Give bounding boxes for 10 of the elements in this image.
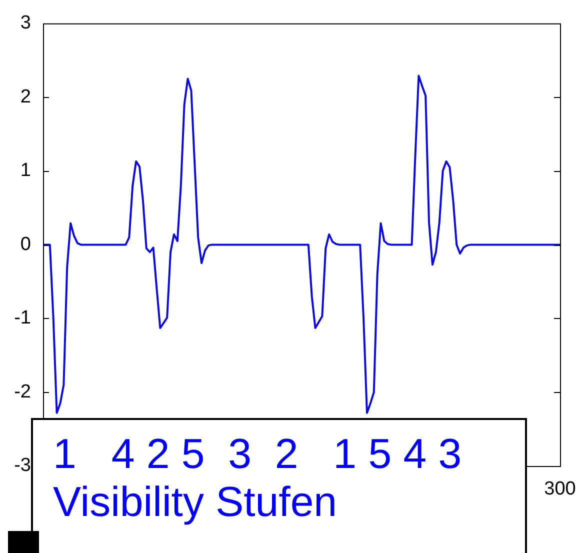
text: Visibility Stufen: [53, 478, 338, 526]
y-tick-label: -3: [14, 455, 31, 476]
annotation: 1 4 2 5 3 2 1 5 4 3: [53, 430, 463, 478]
y-tick-label: 2: [20, 86, 31, 108]
y-tick-label: -1: [14, 308, 31, 329]
y-tick-label: 3: [20, 12, 31, 34]
y-tick-label: -2: [14, 381, 31, 402]
y-tick-label: 0: [20, 234, 31, 255]
text: 300: [544, 478, 576, 500]
y-tick-label: 1: [20, 160, 31, 182]
